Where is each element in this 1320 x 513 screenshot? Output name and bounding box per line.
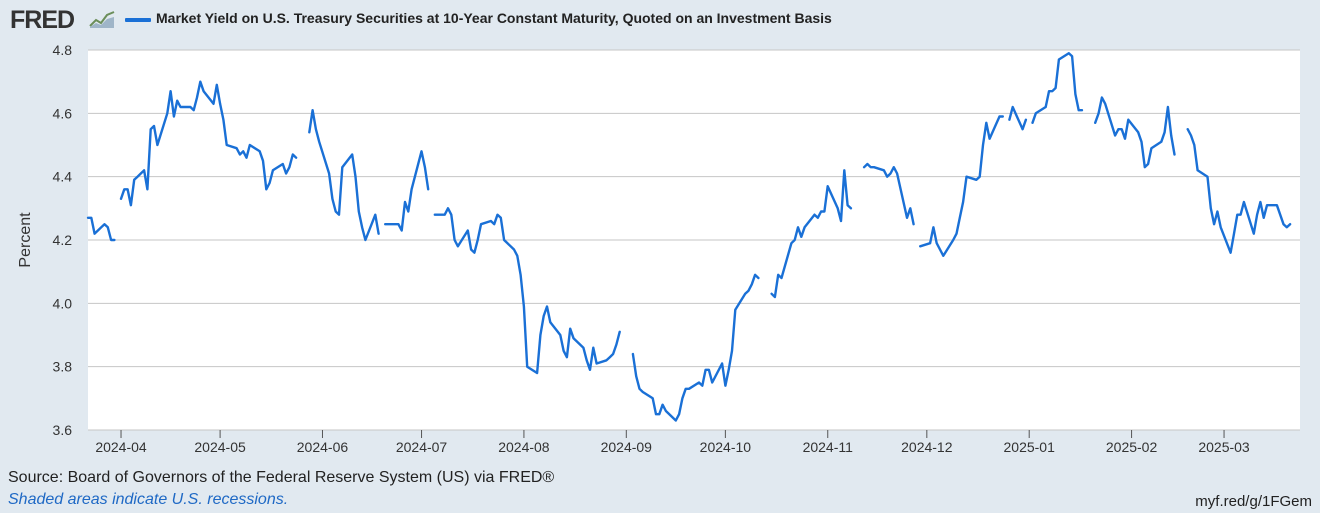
series-layer <box>86 52 1292 422</box>
x-tick-label: 2025-03 <box>1198 439 1250 455</box>
y-tick-label: 4.2 <box>53 232 73 248</box>
line-chart: 3.63.84.04.24.44.64.8 2024-04 2024-05 2024… <box>17 42 1300 455</box>
recession-note: Shaded areas indicate U.S. recessions. <box>8 491 289 508</box>
x-tick-label: 2024-07 <box>396 439 448 455</box>
y-tick-label: 4.6 <box>53 105 73 121</box>
fred-logo[interactable]: FRED <box>10 6 75 34</box>
series-line-segment[interactable] <box>1008 105 1028 131</box>
source-text: Source: Board of Governors of the Federa… <box>8 469 555 486</box>
line-chart-icon <box>89 10 115 28</box>
x-tick-label: 2025-02 <box>1106 439 1158 455</box>
x-tick-label: 2024-08 <box>498 439 550 455</box>
x-tick-label: 2024-11 <box>803 439 854 455</box>
series-line-segment[interactable] <box>433 207 621 375</box>
series-line-segment[interactable] <box>1031 52 1084 125</box>
x-tick-label: 2024-06 <box>297 439 349 455</box>
series-line-segment[interactable] <box>86 216 116 242</box>
y-tick-label: 4.8 <box>53 42 73 58</box>
series-line-segment[interactable] <box>119 80 298 207</box>
series-line-segment[interactable] <box>1186 127 1292 254</box>
x-tick-label: 2024-12 <box>901 439 953 455</box>
series-line-segment[interactable] <box>862 162 915 226</box>
y-axis-title: Percent <box>17 212 34 268</box>
y-tick-label: 4.4 <box>53 169 73 185</box>
series-line-segment[interactable] <box>308 108 380 242</box>
y-axis-ticks: 3.6 3.8 4.0 4.2 4.4 4.6 4.8 <box>53 42 73 438</box>
series-line-segment[interactable] <box>631 273 760 422</box>
x-tick-label: 2025-01 <box>1004 439 1056 455</box>
y-tick-label: 4.0 <box>53 295 73 311</box>
x-tick-label: 2024-09 <box>601 439 653 455</box>
series-line-segment[interactable] <box>919 115 1004 258</box>
chart-header: FRED Market Yield on U.S. Treasury Secur… <box>0 0 1320 40</box>
short-link[interactable]: myf.red/g/1FGem <box>1195 493 1312 510</box>
x-axis-ticks: 2024-04 2024-05 2024-06 2024-07 2024-08 2024-… <box>95 430 1250 455</box>
x-tick-label: 2024-04 <box>95 439 147 455</box>
series-line-segment[interactable] <box>770 169 853 299</box>
y-tick-label: 3.8 <box>53 359 73 375</box>
series-line-segment[interactable] <box>384 150 430 232</box>
legend-label[interactable]: Market Yield on U.S. Treasury Securities… <box>156 10 832 26</box>
series-line-segment[interactable] <box>1093 96 1176 169</box>
x-tick-label: 2024-05 <box>194 439 246 455</box>
legend-swatch <box>125 18 151 22</box>
x-tick-label: 2024-10 <box>700 439 752 455</box>
y-tick-label: 3.6 <box>53 422 73 438</box>
